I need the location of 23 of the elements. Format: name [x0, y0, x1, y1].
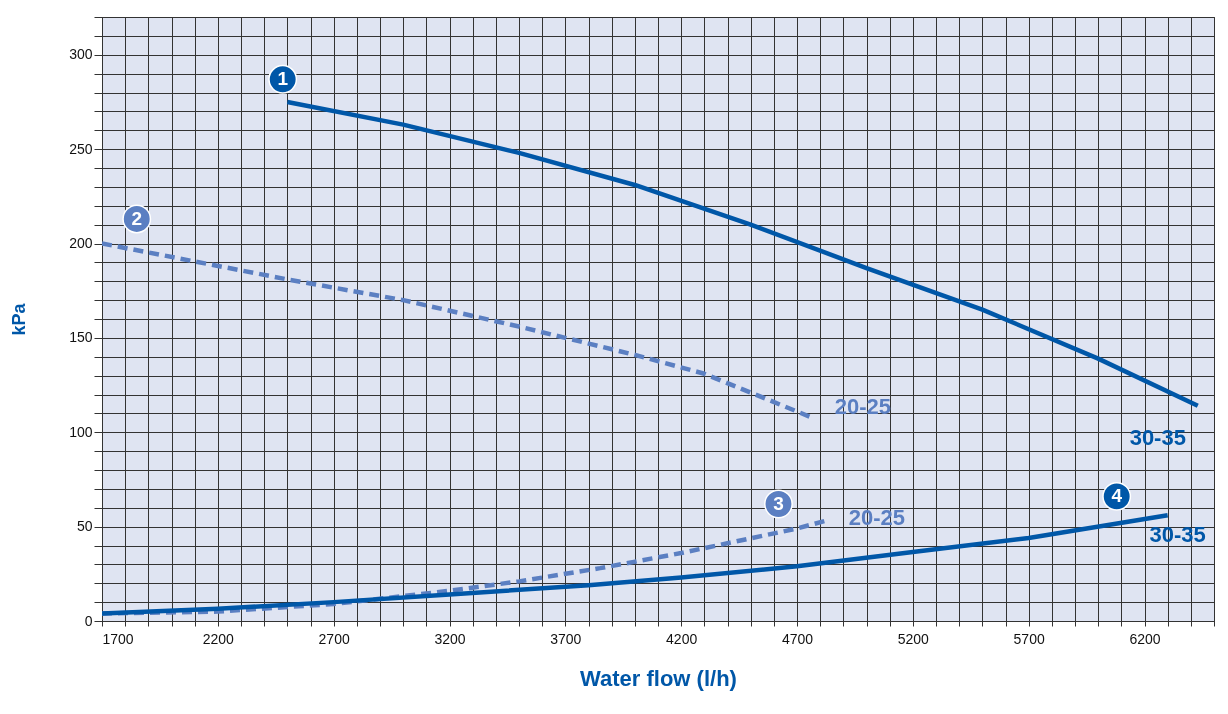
y-tick-label: 0 — [84, 612, 93, 629]
y-tick-label: 200 — [69, 235, 93, 251]
x-tick-label: 5700 — [1013, 630, 1045, 647]
y-axis-title: kPa — [9, 302, 30, 336]
y-tick-label: 100 — [69, 423, 93, 440]
y-tick-label: 150 — [69, 329, 93, 346]
y-tick-label: 250 — [69, 140, 93, 157]
annotation: 1 — [277, 68, 289, 90]
x-tick-label: 5200 — [897, 630, 930, 647]
annotation: 4 — [1111, 485, 1123, 507]
x-tick-label: 3200 — [434, 630, 466, 647]
x-tick-label: 1700 — [102, 630, 134, 647]
y-tick-label: 300 — [69, 46, 93, 63]
annotation: 2 — [131, 207, 143, 229]
x-tick-label: 2200 — [202, 630, 235, 647]
x-tick-label: 4700 — [781, 630, 814, 647]
x-tick-label: 4200 — [666, 630, 698, 647]
x-tick-label: 2700 — [318, 630, 350, 647]
x-tick-label: 6200 — [1129, 630, 1161, 647]
y-tick-label: 50 — [76, 518, 93, 535]
x-tick-label: 3700 — [550, 630, 582, 647]
x-axis-title: Water flow (l/h) — [580, 665, 737, 691]
annotation: 3 — [773, 492, 784, 514]
